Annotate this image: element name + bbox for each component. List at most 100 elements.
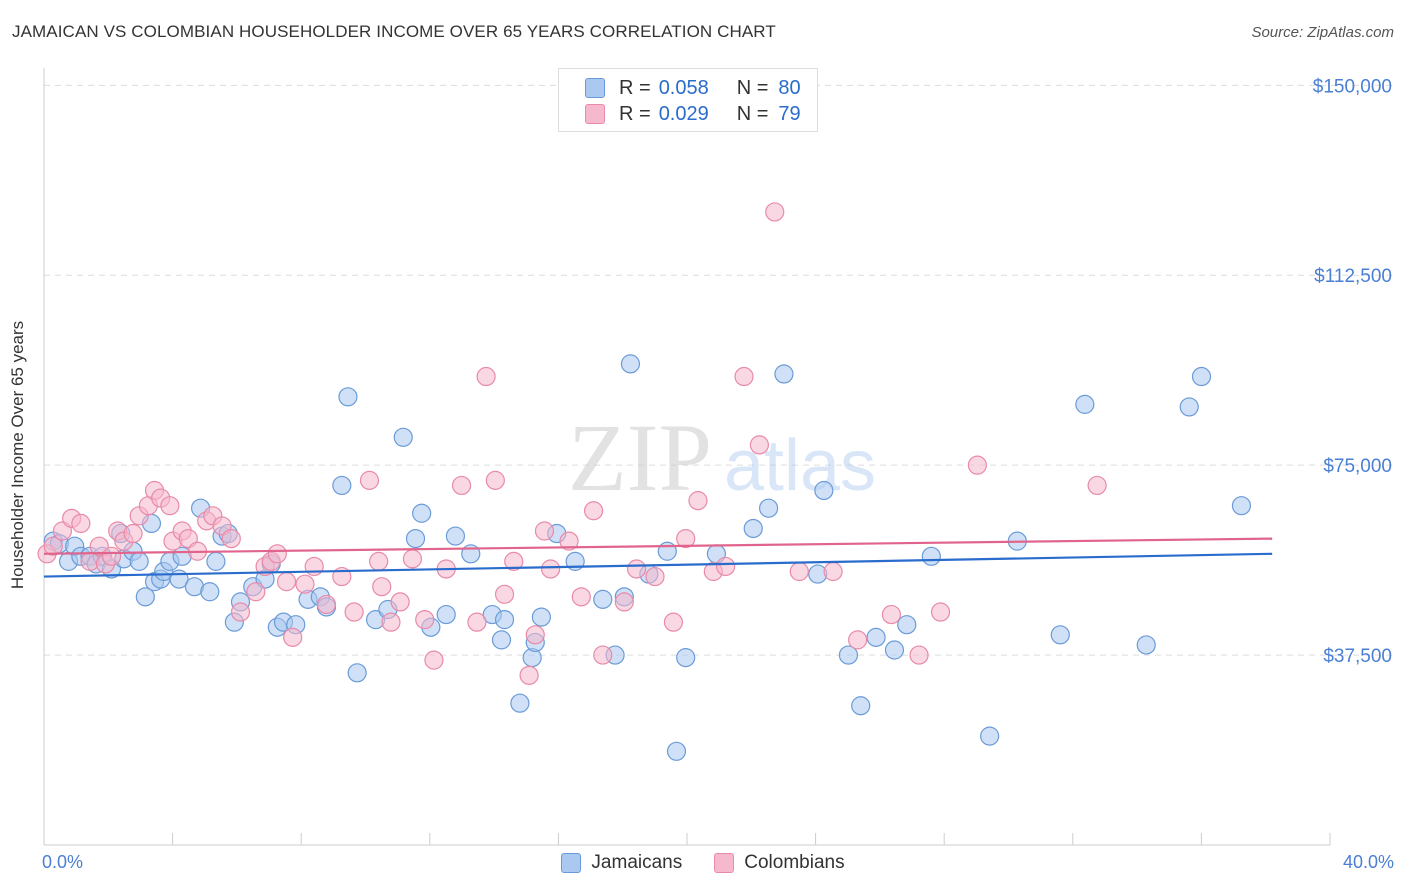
legend-swatch-colombians [585, 104, 605, 124]
jamaican-point [758, 498, 779, 518]
jamaican-point [774, 364, 794, 384]
jamaican-point [921, 546, 941, 566]
jamaicans-label: Jamaicans [591, 852, 683, 873]
jamaican-point [666, 741, 687, 761]
jamaican-point [897, 615, 917, 635]
axes [43, 68, 1331, 846]
jamaican-point [531, 607, 551, 627]
colombian-point [43, 536, 63, 556]
colombian-point [485, 470, 505, 490]
colombian-point [359, 470, 380, 490]
jamaican-point [1050, 625, 1070, 645]
x-tick-max: 40.0% [1342, 852, 1394, 872]
legend-n-label: N = [736, 76, 769, 99]
jamaican-point [206, 551, 226, 571]
jamaican-point [405, 528, 426, 549]
jamaican-point [436, 604, 456, 625]
colombian-point [283, 627, 303, 647]
jamaican-point [491, 630, 512, 650]
trend-lines [43, 537, 1273, 578]
colombian-point [372, 577, 392, 597]
data-points [37, 202, 1252, 761]
legend-n-value: 79 [778, 102, 801, 125]
colombians-swatch [714, 853, 735, 873]
colombian-point [467, 612, 487, 632]
colombian-point [688, 491, 708, 511]
jamaican-point [620, 354, 641, 374]
colombian-point [593, 645, 613, 665]
colombian-point [519, 665, 539, 685]
colombian-point [415, 610, 435, 630]
colombian-point [89, 536, 109, 556]
colombian-point [734, 366, 754, 387]
colombian-point [571, 587, 591, 607]
jamaican-point [338, 387, 358, 407]
colombians-trend-line [43, 537, 1273, 555]
colombian-point [390, 592, 410, 612]
colombian-point [645, 566, 665, 587]
legend-r-label: R = [619, 76, 651, 99]
jamaican-point [676, 648, 696, 668]
colombian-point [381, 612, 401, 632]
jamaican-point [838, 645, 859, 665]
series-legend-colombians[interactable]: Colombians [714, 852, 845, 874]
y-axis-label: Householder Income Over 65 years [8, 320, 27, 590]
source-label: Source: ZipAtlas.com [1251, 24, 1394, 41]
jamaican-point [347, 663, 367, 683]
colombian-point [881, 604, 902, 625]
colombian-point [525, 625, 545, 645]
jamaican-point [866, 627, 886, 647]
gridlines [44, 84, 1392, 656]
y-tick-labels: $37,500 $75,000 $112,500 $150,000 [1313, 76, 1392, 667]
colombian-point [276, 572, 297, 592]
colombian-point [909, 645, 929, 665]
legend-r-value: 0.058 [658, 76, 709, 99]
colombian-point [160, 496, 180, 516]
jamaican-point [445, 526, 466, 546]
colombian-point [101, 546, 122, 566]
jamaican-point [593, 589, 613, 609]
colombian-point [476, 366, 496, 387]
correlation-legend: R = 0.058 N = 80 R = 0.029 N = 79 [558, 68, 818, 132]
colombian-point [663, 612, 684, 632]
x-tick-min: 0.0% [42, 852, 84, 872]
jamaican-point [1179, 397, 1199, 417]
legend-row-jamaicans: R = 0.058 N = 80 [585, 75, 801, 101]
colombian-point [534, 521, 555, 541]
colombian-point [230, 602, 251, 622]
series-legend: Jamaicans Colombians [0, 852, 1406, 874]
jamaican-point [1231, 496, 1252, 516]
colombians-label: Colombians [744, 852, 845, 873]
series-legend-jamaicans[interactable]: Jamaicans [561, 852, 682, 874]
colombian-point [626, 559, 647, 579]
jamaican-point [200, 582, 220, 602]
legend-r-value: 0.029 [658, 102, 709, 125]
colombian-point [123, 523, 143, 544]
colombian-point [967, 455, 987, 475]
legend-n-label: N = [736, 102, 769, 125]
colombian-point [823, 561, 843, 582]
jamaican-point [393, 427, 413, 447]
colombian-point [930, 602, 951, 622]
jamaican-point [1191, 366, 1212, 387]
y-tick-label: $150,000 [1313, 76, 1392, 97]
legend-swatch-jamaicans [585, 78, 605, 98]
colombian-point [295, 574, 315, 594]
colombian-point [676, 528, 696, 549]
y-tick-label: $75,000 [1323, 456, 1392, 477]
jamaican-point [884, 640, 905, 660]
colombian-point [451, 475, 472, 496]
jamaican-point [332, 475, 352, 496]
y-tick-label: $37,500 [1323, 646, 1392, 667]
chart-title: JAMAICAN VS COLOMBIAN HOUSEHOLDER INCOME… [12, 22, 776, 41]
colombian-point [848, 630, 868, 650]
colombian-point [559, 531, 579, 551]
colombian-point [749, 435, 769, 455]
jamaican-point [510, 693, 530, 713]
watermark-zip: ZIP [568, 404, 712, 511]
colombian-point [541, 559, 561, 579]
colombian-point [765, 202, 785, 222]
colombian-point [614, 592, 634, 612]
jamaican-point [129, 551, 149, 571]
